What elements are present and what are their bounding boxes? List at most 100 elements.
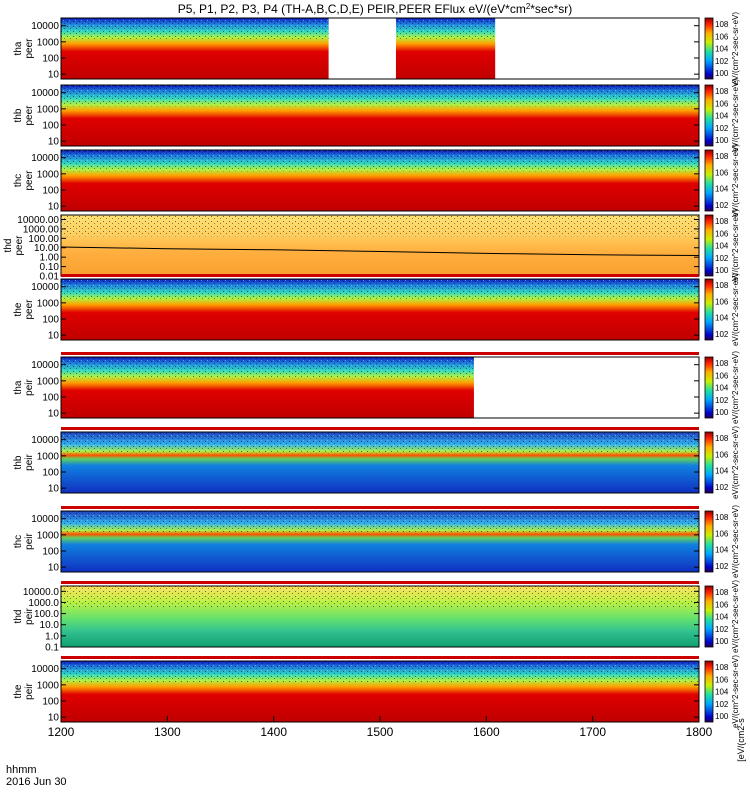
spectrogram-noise [61,215,699,237]
colorbar-tick-label: 102 [715,562,729,571]
colorbar-title: eV/(cm^2-sec-sr-eV) [731,79,740,152]
colorbar [704,660,714,723]
y-tick-label: 1.0 [45,631,59,642]
y-axis-label-line: thd [13,610,24,624]
y-tick-label: 10000 [31,21,59,32]
y-tick-label: 10.0 [40,620,60,631]
y-tick-label: 10 [48,563,60,574]
spectrogram-noise [61,586,699,608]
colorbar-tick-label: 104 [715,185,729,194]
colorbar-tick-label: 106 [715,229,729,238]
y-tick-label: 10 [48,331,60,342]
y-tick-label: 100 [42,314,59,325]
y-axis-label: thepeer [13,299,35,320]
spectrogram-noise [61,279,699,301]
spectrogram-noise [61,150,699,172]
y-tick-label: 0.1 [45,643,59,654]
panel-the_peer: 10 100 1000 10000 thepeer 108 106 104 102 eV/(cm^… [13,273,740,346]
y-tick-label: 10000 [31,435,59,446]
x-tick-label: 1800 [686,725,713,739]
panel-frame [60,585,700,648]
y-tick-label: 1000.00 [23,224,60,235]
y-tick-label: 10000 [31,664,59,675]
colorbar-tick-label: 104 [715,688,729,697]
data-gap [495,18,699,79]
data-gap [328,18,396,79]
colorbar-title: eV/(cm^2-sec-sr-eV) [731,273,740,346]
y-tick-label: 10000 [31,153,59,164]
y-axis-label: thepeir [13,682,35,699]
data-gap [473,357,699,418]
colorbar-tick-label: 104 [715,546,729,555]
spectrogram-noise [61,511,699,533]
y-tick-label: 10 [48,70,60,81]
y-axis-label-line: peir [24,682,35,699]
colorbar-tick-label: 102 [715,483,729,492]
colorbar-tick-label: 100 [715,712,729,721]
y-axis-label-line: peir [24,532,35,549]
y-tick-label: 1000 [37,680,60,691]
y-tick-label: 1000 [37,451,60,462]
colorbar [704,84,714,147]
colorbar-tick-label: 104 [715,314,729,323]
y-axis-label: thapeer [13,38,35,59]
y-tick-label: 1000 [37,169,60,180]
colorbar-title: eV/(cm^2-sec-sr-eV) [731,144,740,217]
panel-frame [60,278,700,341]
colorbar-tick-label: 104 [715,242,729,251]
y-axis-label-line: peir [24,378,35,395]
y-tick-label: 100 [42,185,59,196]
y-axis-label-line: peer [24,105,35,126]
y-tick-label: 10000 [31,282,59,293]
y-axis-label: thbpeir [13,453,35,470]
quality-flag-bar [61,506,699,509]
panel-frame [60,431,700,494]
y-axis-label: thdpeer [3,235,25,256]
y-axis-label-line: the [13,302,24,316]
quality-flag-bar [61,581,699,584]
y-tick-label: 10 [48,409,60,420]
colorbar-title: eV/(cm^2-sec-sr-eV) [731,426,740,499]
colorbar-tick-label: 102 [715,625,729,634]
y-tick-label: 1000.0 [28,598,59,609]
colorbar-tick-label: 102 [715,700,729,709]
colorbar-title: eV/(cm^2-sec-sr-eV) [731,580,740,653]
figure-title: P5, P1, P2, P3, P4 (TH-A,B,C,D,E) PEIR,P… [178,2,573,17]
colorbar-units-label: [eV/(cm2-s [736,718,746,762]
y-axis-label-line: thb [13,108,24,122]
colorbar-tick-label: 102 [715,330,729,339]
colorbar-tick-label: 104 [715,467,729,476]
colorbar-tick-label: 100 [715,136,729,145]
x-tick-label: 1700 [579,725,606,739]
colorbar-tick-label: 108 [715,281,729,290]
colorbar-tick-label: 106 [715,600,729,609]
panel-thc_peir: 10 100 1000 10000 thcpeir 108 106 104 102 eV/(cm^… [13,505,740,578]
y-axis-label-line: tha [13,380,24,394]
y-tick-label: 10 [48,202,60,213]
colorbar-tick-label: 108 [715,87,729,96]
panel-frame [60,84,700,147]
quality-flag-bar [61,656,699,659]
colorbar-tick-label: 102 [715,396,729,405]
colorbar-tick-label: 102 [715,201,729,210]
panel-frame [60,17,700,80]
colorbar-tick-label: 104 [715,112,729,121]
y-tick-label: 100 [42,53,59,64]
y-axis-label-line: tha [13,41,24,55]
colorbar-tick-label: 104 [715,45,729,54]
panel-frame [60,510,700,573]
colorbar-title: eV/(cm^2-sec-sr-eV) [731,505,740,578]
y-tick-label: 1000 [37,298,60,309]
colorbar-tick-label: 102 [715,57,729,66]
panel-frame [60,356,700,419]
y-axis-label-line: peer [24,170,35,191]
y-tick-label: 10000 [31,514,59,525]
y-tick-label: 1.00 [40,253,60,264]
y-axis-label: thapeir [13,378,35,395]
y-tick-label: 100.00 [28,234,59,245]
